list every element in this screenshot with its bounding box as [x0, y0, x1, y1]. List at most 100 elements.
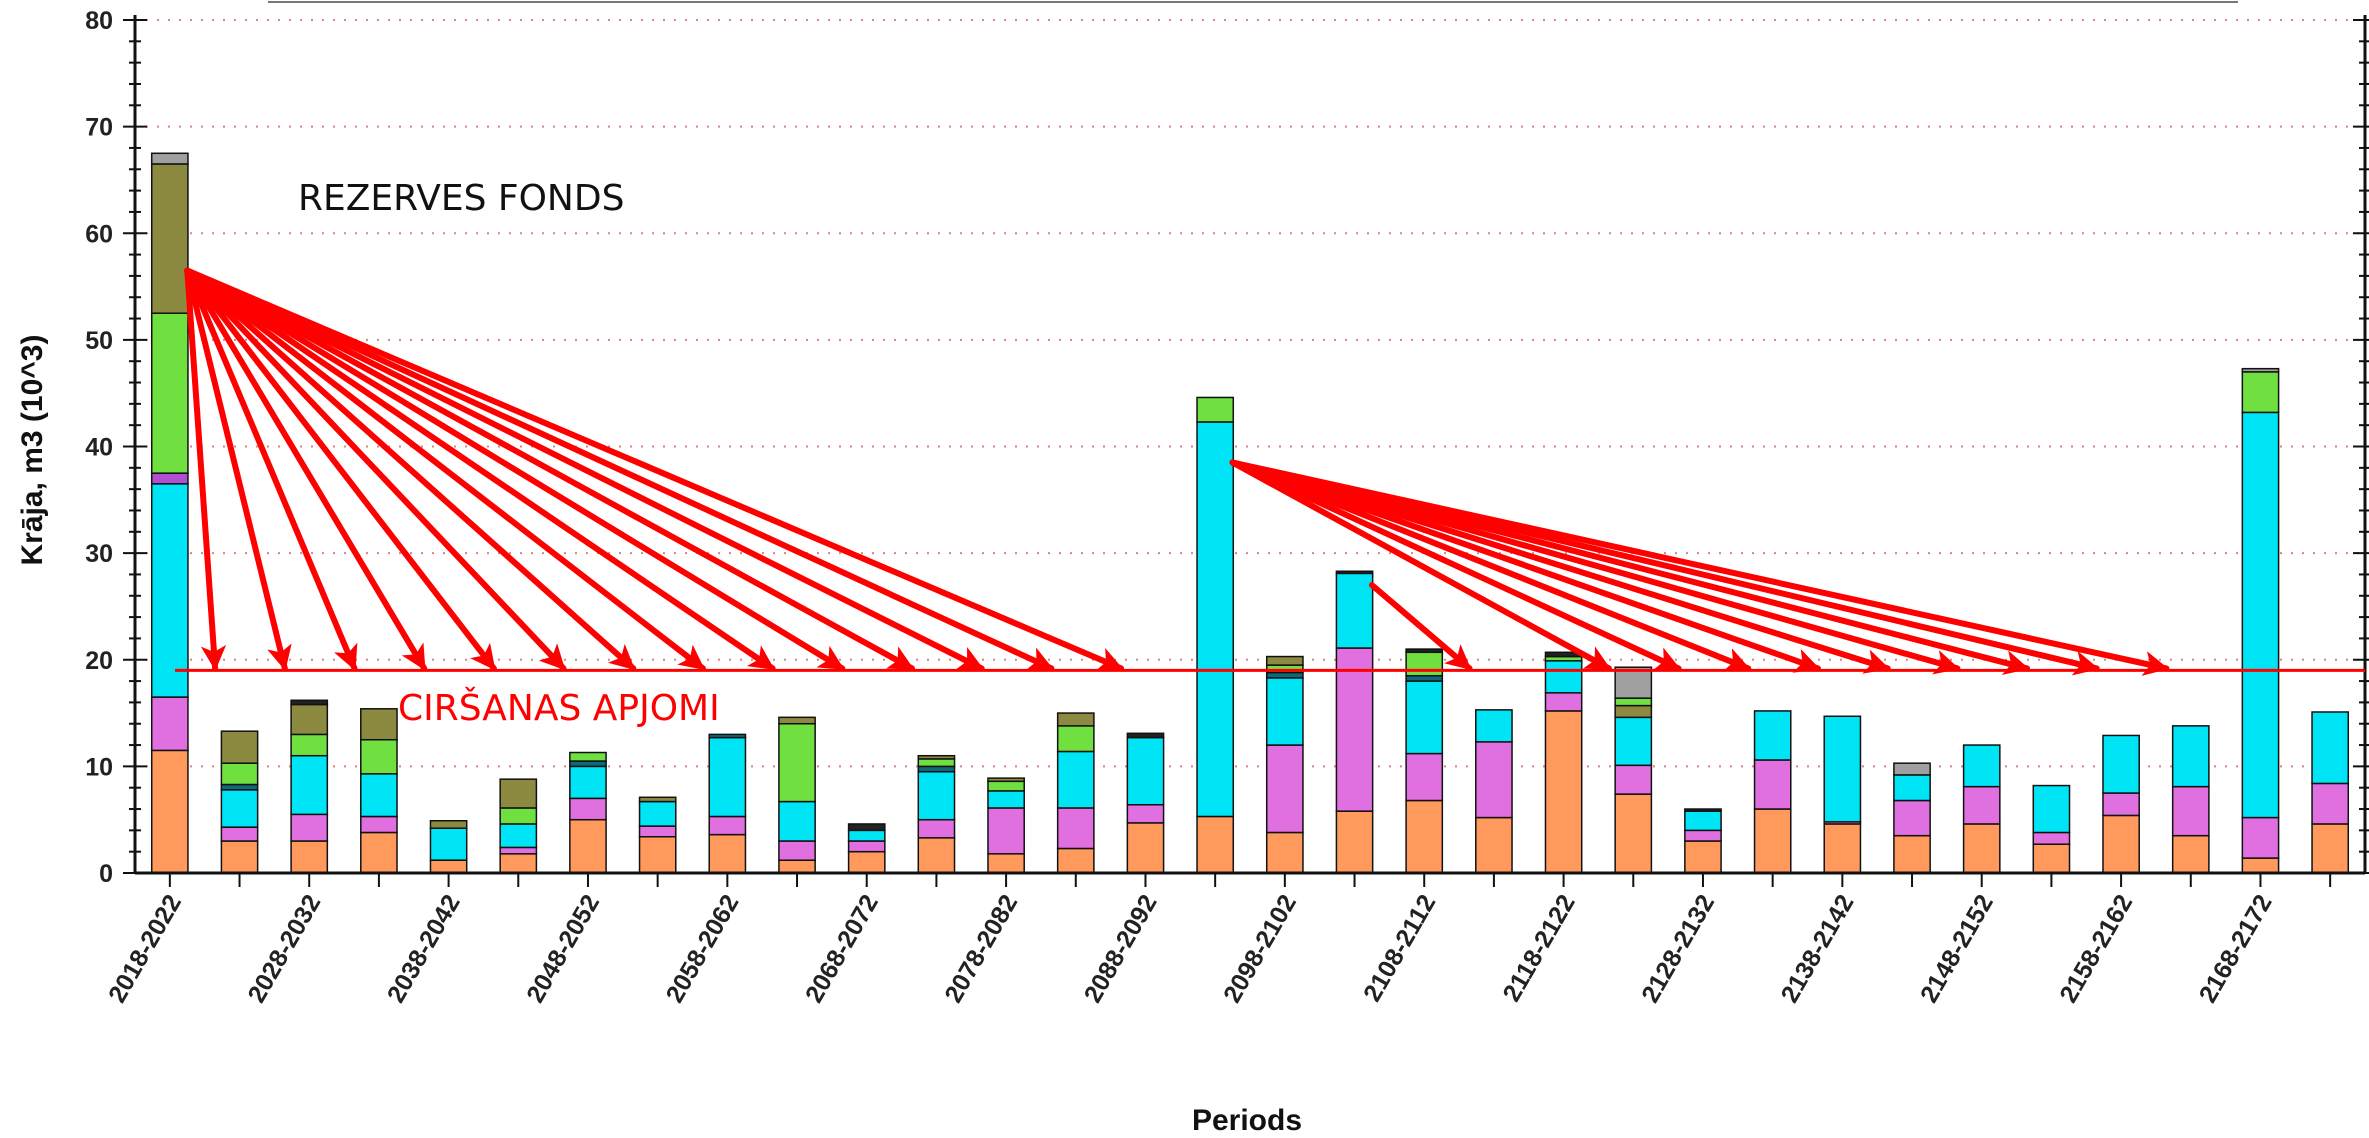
- bar-segment: [1962, 823, 2001, 874]
- bar-segment: [2032, 843, 2071, 874]
- x-tick-label: 2098-2102: [1218, 890, 1302, 1008]
- bar-segment: [987, 790, 1025, 809]
- transfer-arrow: [184, 267, 706, 672]
- bar-segment: [360, 773, 398, 818]
- x-tick-label: 2168-2172: [2194, 890, 2278, 1008]
- bar-segment: [1265, 831, 1304, 874]
- bar-segment: [1405, 680, 1444, 755]
- x-tick-label: 2128-2132: [1636, 890, 1720, 1008]
- y-tick-label: 10: [85, 753, 113, 781]
- transfer-arrow: [184, 267, 428, 672]
- transfer-arrow: [184, 267, 292, 672]
- x-tick-label: 2058-2062: [661, 890, 745, 1008]
- bar-segment: [1405, 674, 1444, 682]
- bar-segment: [917, 770, 956, 821]
- transfer-arrow: [1229, 459, 1821, 673]
- bar-segment: [847, 823, 886, 832]
- transfer-arrow: [184, 267, 776, 672]
- bar-segment: [1335, 810, 1374, 874]
- transfer-arrow: [184, 267, 1125, 672]
- bar-segment: [569, 797, 607, 821]
- y-tick-label: 60: [85, 220, 113, 248]
- bar-segment: [1614, 793, 1653, 874]
- transfer-arrow: [184, 267, 358, 672]
- bar-segment: [708, 815, 747, 836]
- bar-segment: [2102, 792, 2140, 817]
- bar-segment: [150, 749, 189, 874]
- bar-segment: [1684, 808, 1722, 812]
- x-tick-label: 2028-2032: [242, 890, 326, 1008]
- bar-segment: [1405, 651, 1444, 677]
- bar-segment: [290, 813, 329, 842]
- y-tick-label: 50: [85, 327, 113, 355]
- bar-segment: [1196, 815, 1235, 874]
- bar-segment: [1544, 692, 1583, 712]
- bar-segment: [360, 738, 398, 775]
- bars-layer: [150, 152, 2350, 874]
- arrows-layer: [184, 267, 2170, 676]
- y-tick-label: 20: [85, 647, 113, 675]
- y-tick-label: 0: [99, 860, 113, 888]
- bar-segment: [2241, 857, 2280, 874]
- bar-segment: [638, 825, 677, 838]
- bar-segment: [1126, 732, 1165, 739]
- bar-segment: [2241, 411, 2280, 819]
- y-tick-label: 30: [85, 540, 113, 568]
- bar-segment: [150, 472, 189, 485]
- bar-segment: [2241, 367, 2280, 373]
- bar-segment: [847, 850, 886, 874]
- bar-segment: [1614, 704, 1653, 719]
- bar-segment: [778, 722, 816, 803]
- bar-segment: [638, 835, 677, 874]
- bar-segment: [569, 818, 607, 874]
- bar-segment: [290, 733, 329, 757]
- y-tick-label: 70: [85, 114, 113, 142]
- bar-segment: [1893, 834, 1931, 874]
- transfer-arrow: [184, 267, 567, 672]
- bar-segment: [1126, 736, 1165, 806]
- bar-segment: [2171, 834, 2210, 874]
- bar-segment: [2311, 823, 2350, 874]
- transfer-arrow: [184, 267, 227, 672]
- transfer-arrow: [184, 267, 985, 672]
- labels-layer: 2018-2022 2028-2032 2038-2042 2048-2052 2058…: [103, 890, 2278, 1008]
- bar-segment: [1056, 847, 1095, 874]
- bar-segment: [708, 733, 747, 739]
- transfer-arrow: [1229, 459, 1682, 672]
- bar-segment: [1753, 808, 1792, 874]
- bar-segment: [290, 703, 329, 736]
- bar-segment: [1544, 660, 1583, 694]
- transfer-arrow: [1229, 459, 1752, 672]
- bar-segment: [360, 708, 398, 741]
- bar-segment: [1405, 752, 1444, 802]
- bar-segment: [847, 829, 886, 842]
- bar-segment: [499, 807, 538, 825]
- x-tick-label: 2108-2112: [1358, 890, 1441, 1006]
- bar-segment: [569, 751, 607, 762]
- bar-segment: [917, 758, 956, 768]
- bar-segment: [1684, 829, 1722, 842]
- bar-segment: [1614, 764, 1653, 795]
- bar-segment: [1196, 396, 1235, 423]
- bar-segment: [2311, 782, 2350, 825]
- bar-segment: [1265, 744, 1304, 834]
- bar-segment: [2032, 831, 2071, 845]
- bar-segment: [499, 853, 538, 874]
- bar-segment: [2241, 816, 2280, 859]
- bar-segment: [1126, 804, 1165, 824]
- bar-segment: [708, 833, 747, 874]
- bar-segment: [220, 840, 259, 874]
- bar-segment: [1962, 785, 2001, 825]
- bar-segment: [2032, 784, 2071, 834]
- bar-segment: [917, 818, 956, 839]
- bar-segment: [2102, 814, 2140, 874]
- bar-segment: [429, 820, 468, 829]
- bar-segment: [778, 840, 816, 861]
- bar-segment: [1823, 715, 1862, 823]
- bar-segment: [638, 800, 677, 827]
- bar-segment: [360, 831, 398, 874]
- transfer-arrow: [1368, 582, 1473, 672]
- bar-segment: [1056, 750, 1095, 809]
- bar-segment: [1056, 712, 1095, 727]
- bar-segment: [569, 760, 607, 768]
